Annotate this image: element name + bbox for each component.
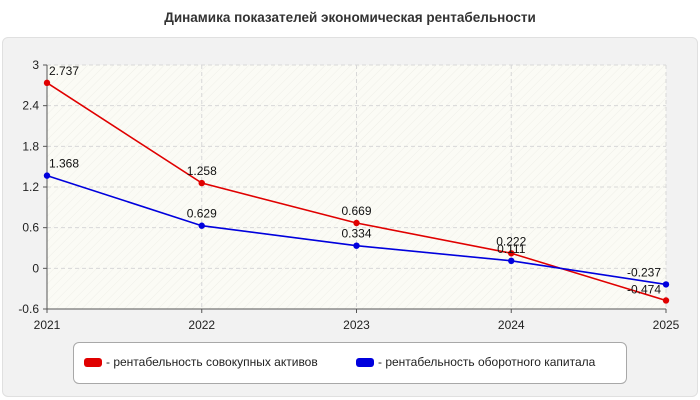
data-label: -0.474 <box>627 282 661 296</box>
data-point <box>198 222 205 229</box>
data-label: 0.669 <box>341 204 371 218</box>
y-tick-label: 0 <box>32 261 39 275</box>
data-point <box>508 257 515 265</box>
data-point <box>662 281 670 288</box>
y-tick-label: 3 <box>32 58 39 72</box>
data-label: 1.368 <box>49 157 79 171</box>
data-point <box>353 242 360 249</box>
data-point <box>508 250 515 257</box>
chart-title: Динамика показателей экономическая рента… <box>164 10 536 25</box>
y-tick-label: 1.2 <box>22 180 39 194</box>
data-point <box>662 297 670 304</box>
y-tick-label: 2.4 <box>22 99 39 113</box>
data-point <box>43 172 51 179</box>
data-point <box>353 219 360 227</box>
y-tick-label: 0.6 <box>22 221 39 235</box>
legend-swatch-red <box>84 357 102 367</box>
legend-item-total-assets[interactable]: - рентабельность совокупных активов <box>84 355 318 369</box>
data-label: 0.222 <box>496 234 526 248</box>
legend-item-working-capital[interactable]: - рентабельность оборотного капитала <box>356 355 595 369</box>
legend-label: - рентабельность совокупных активов <box>106 355 318 369</box>
legend-label: - рентабельность оборотного капитала <box>378 355 596 369</box>
y-tick-label: 1.8 <box>22 139 39 153</box>
data-label: 0.334 <box>341 227 371 241</box>
grid-layer <box>47 64 667 309</box>
data-label: -0.237 <box>627 265 661 279</box>
data-point <box>43 79 51 87</box>
legend-swatch-blue <box>356 357 374 367</box>
data-label: 2.737 <box>49 64 79 78</box>
data-label: 1.258 <box>187 164 217 178</box>
chart-legend: - рентабельность совокупных активов - ре… <box>73 342 627 384</box>
x-tick-label: 2025 <box>653 318 680 332</box>
data-label: 0.629 <box>187 207 217 221</box>
x-tick-label: 2022 <box>188 318 215 332</box>
x-tick-label: 2024 <box>498 318 525 332</box>
series-layer <box>43 79 670 304</box>
x-tick-label: 2021 <box>34 318 61 332</box>
data-label: 0.111 <box>497 242 526 256</box>
x-tick-label: 2023 <box>343 318 370 332</box>
data-label-layer: 2.737 1.258 0.669 0.222 -0.474 1.368 0.629 0.33… <box>49 64 661 297</box>
data-point <box>198 179 205 187</box>
axis-layer: -0.6 0 0.6 1.2 1.8 2.4 3 2021 2022 2023 2024 2025 <box>18 58 679 332</box>
y-tick-label: -0.6 <box>18 302 39 316</box>
